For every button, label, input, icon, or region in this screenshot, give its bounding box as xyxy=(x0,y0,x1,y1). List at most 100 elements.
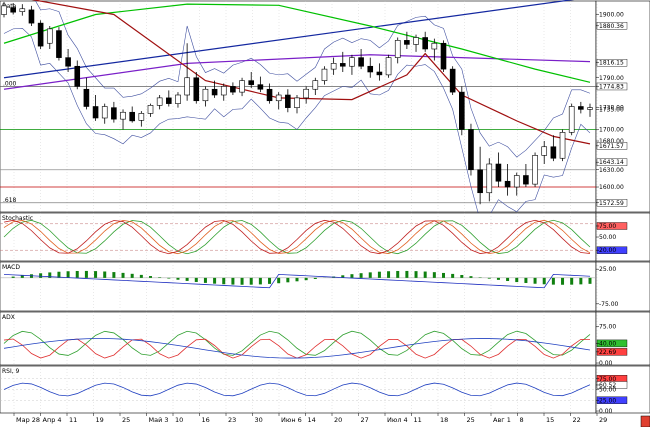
candle xyxy=(486,158,493,202)
candle-body xyxy=(367,65,374,73)
price-axis xyxy=(595,0,650,213)
x-tick-label: 11 xyxy=(69,416,77,424)
price-axis xyxy=(595,261,650,312)
tick-label: 60.52 xyxy=(599,382,616,389)
tick-label: 50.00 xyxy=(599,234,616,241)
candle-body xyxy=(74,65,81,87)
candle xyxy=(184,43,190,101)
macd-bar xyxy=(414,271,418,278)
candle-body xyxy=(257,84,264,90)
candle xyxy=(46,26,53,49)
candle xyxy=(513,172,520,196)
candle xyxy=(275,92,282,110)
x-tick-label: 10 xyxy=(175,416,183,424)
tick-label: -75.00 xyxy=(599,301,619,308)
candle-body xyxy=(239,80,245,93)
candle-body xyxy=(1,5,7,15)
candle xyxy=(504,164,511,196)
x-tick-label: 11 xyxy=(414,416,422,424)
candle-body xyxy=(568,106,575,133)
x-tick-label: 25 xyxy=(467,416,475,424)
candle xyxy=(422,31,428,52)
candle-body xyxy=(376,71,383,76)
candle xyxy=(248,72,255,89)
candle-body xyxy=(120,111,126,120)
candle xyxy=(239,77,245,97)
macd-bar xyxy=(570,277,574,285)
macd-bar xyxy=(139,274,143,278)
candle xyxy=(193,72,200,104)
candle-body xyxy=(431,42,438,50)
candle xyxy=(285,89,291,113)
violet-trendline xyxy=(3,54,591,90)
scroll-corner-button[interactable] xyxy=(640,415,650,427)
macd-bar xyxy=(66,271,70,278)
panel-title: MACD xyxy=(2,264,20,271)
candle-body xyxy=(321,68,328,81)
candle-body xyxy=(312,80,319,90)
tick-label: 0.00 xyxy=(599,408,613,415)
macd-bar xyxy=(432,272,436,278)
candle-body xyxy=(46,28,53,44)
macd-bar xyxy=(222,277,226,285)
candle-body xyxy=(486,163,493,194)
candle-body xyxy=(92,106,99,119)
candle xyxy=(138,111,145,127)
macd-bar xyxy=(515,277,519,283)
candle-body xyxy=(513,175,520,188)
macd-bar xyxy=(506,277,510,282)
candle-body xyxy=(285,94,291,108)
macd-bar xyxy=(11,276,15,278)
macd-bar xyxy=(277,277,281,284)
tick-label: 1774.83 xyxy=(599,83,624,90)
macd-bar xyxy=(48,272,52,278)
candle xyxy=(166,90,172,107)
candle-body xyxy=(339,63,346,67)
green-ma xyxy=(3,3,591,83)
macd-bar xyxy=(295,277,299,282)
tick-label: 1572.59 xyxy=(599,200,624,207)
x-tick-label: 29 xyxy=(599,416,607,424)
tick-label: 75.00 xyxy=(599,376,616,383)
macd-bar xyxy=(542,277,546,285)
candle-body xyxy=(468,129,474,171)
candle-body xyxy=(440,42,447,70)
tick-label: 20.00 xyxy=(599,247,616,254)
candle-body xyxy=(385,57,392,76)
macd-bar xyxy=(185,277,189,281)
macd-bar xyxy=(39,273,43,278)
candle xyxy=(404,31,410,49)
macd-bar xyxy=(176,277,180,280)
macd-bar xyxy=(469,276,473,278)
macd-bar xyxy=(313,277,317,279)
candle xyxy=(211,80,218,98)
candle xyxy=(394,37,401,64)
candle xyxy=(321,66,328,85)
candle-body xyxy=(10,7,16,13)
macd-bar xyxy=(487,277,491,279)
candle xyxy=(413,34,419,52)
tick-label: 1735.00 xyxy=(599,106,624,113)
candle xyxy=(74,60,81,90)
candle xyxy=(330,57,337,75)
panel-frame xyxy=(0,212,597,262)
candle xyxy=(101,103,108,124)
candle xyxy=(385,54,392,78)
candle-body xyxy=(220,86,227,96)
tick-label: 1900.00 xyxy=(599,12,624,19)
candle xyxy=(37,20,44,49)
macd-bar xyxy=(121,272,125,278)
candle-body xyxy=(175,94,181,104)
macd-bar xyxy=(341,275,345,278)
candle xyxy=(220,83,227,101)
candle-body xyxy=(111,107,117,120)
panel-2: MACD 25.00 -75.00 xyxy=(0,261,650,312)
candle-body xyxy=(211,88,218,96)
tick-label: 1600.00 xyxy=(599,184,624,191)
macd-bar xyxy=(524,277,528,283)
candle xyxy=(120,109,126,130)
candle xyxy=(10,3,16,15)
candle-body xyxy=(449,68,456,93)
candle-body xyxy=(166,97,172,104)
